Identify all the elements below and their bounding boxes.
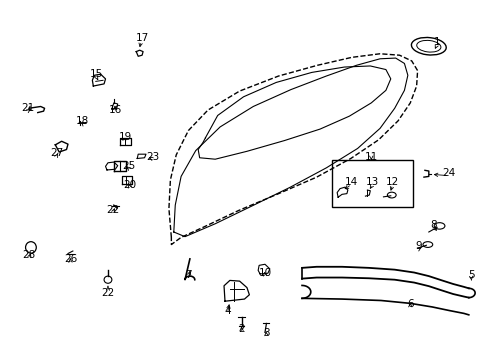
Text: 3: 3 xyxy=(263,328,269,338)
Text: 25: 25 xyxy=(122,161,135,171)
Text: 18: 18 xyxy=(76,116,89,126)
Text: 22: 22 xyxy=(101,288,114,298)
Text: 26: 26 xyxy=(63,254,77,264)
Text: 27: 27 xyxy=(50,148,63,158)
Bar xyxy=(331,160,412,207)
Text: 17: 17 xyxy=(135,33,148,43)
Text: 13: 13 xyxy=(366,177,379,187)
Text: 15: 15 xyxy=(89,69,102,79)
Text: 11: 11 xyxy=(364,152,377,162)
Text: 19: 19 xyxy=(118,132,131,142)
Text: 12: 12 xyxy=(386,177,399,187)
Text: 28: 28 xyxy=(22,250,36,260)
Text: 2: 2 xyxy=(238,324,244,334)
Text: 4: 4 xyxy=(224,306,230,316)
Text: 14: 14 xyxy=(345,177,358,187)
Text: 24: 24 xyxy=(442,168,455,178)
Text: 8: 8 xyxy=(429,220,436,230)
Text: 5: 5 xyxy=(467,270,473,280)
Text: 9: 9 xyxy=(415,241,422,251)
Text: 6: 6 xyxy=(406,299,413,309)
Text: 22: 22 xyxy=(106,206,119,216)
Text: 1: 1 xyxy=(433,37,440,47)
Text: 21: 21 xyxy=(21,103,34,113)
Text: 16: 16 xyxy=(108,105,122,115)
Text: 10: 10 xyxy=(258,268,271,278)
Text: 20: 20 xyxy=(123,180,136,190)
Text: 23: 23 xyxy=(146,152,160,162)
Text: 7: 7 xyxy=(185,270,191,280)
